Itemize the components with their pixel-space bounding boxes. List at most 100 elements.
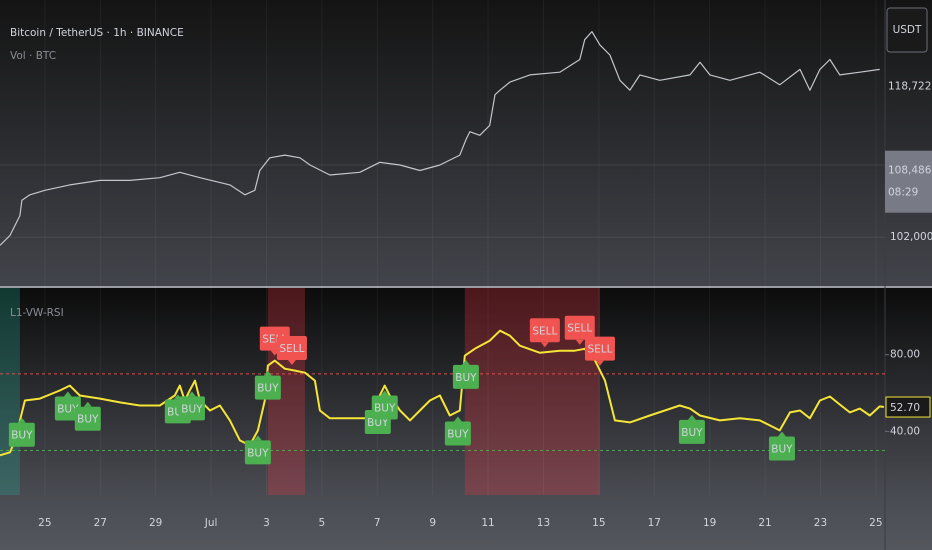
signal-marker: SELL [276, 336, 307, 366]
signal-marker: SELL [584, 336, 615, 366]
signal-label: BUY [247, 447, 269, 459]
signal-box [564, 315, 595, 340]
signal-box [678, 419, 705, 444]
signal-pointer [253, 435, 262, 441]
signal-label: BUY [57, 404, 79, 416]
signal-pointer [595, 360, 604, 366]
signal-label: BUY [11, 430, 33, 442]
signal-pointer [453, 416, 462, 422]
signal-pointer [270, 350, 279, 356]
signal-box [254, 375, 281, 400]
series-line [0, 31, 880, 246]
signal-pointer [17, 417, 26, 423]
x-tick-label: 5 [319, 517, 326, 529]
signal-pointer [63, 391, 72, 397]
signal-marker: BUY [678, 414, 705, 444]
signal-pointer [687, 414, 696, 420]
signal-pointer [263, 370, 272, 376]
signal-marker: BUY [254, 370, 281, 400]
signal-marker: SELL [529, 318, 560, 348]
current-price-label: 108,486.78 [888, 165, 932, 177]
signal-box [244, 440, 271, 465]
symbol-title: Bitcoin / TetherUS · 1h · BINANCE [10, 27, 184, 39]
current-value-box [885, 396, 931, 418]
signal-pointer [287, 360, 296, 366]
y-tick-label: 40.00 [890, 425, 920, 437]
signal-box [444, 421, 471, 446]
x-tick-label: 17 [648, 517, 661, 529]
x-tick-label: 29 [149, 517, 162, 529]
time-axis [0, 495, 932, 550]
y-tick-label: 80.00 [890, 349, 920, 361]
signal-label: BUY [374, 403, 396, 415]
x-tick-label: 27 [94, 517, 107, 529]
x-tick-label: 23 [814, 517, 827, 529]
series-line [0, 329, 885, 457]
currency-label[interactable]: USDT [893, 24, 922, 36]
x-tick-label: 25 [869, 517, 882, 529]
signal-box [452, 364, 479, 389]
signal-marker: BUY [244, 435, 271, 465]
x-tick-label: 13 [537, 517, 550, 529]
x-tick-label: 21 [758, 517, 771, 529]
signal-label: SELL [279, 343, 304, 355]
x-tick-label: 7 [374, 517, 381, 529]
signal-pointer [380, 390, 389, 396]
high-price-label: 118,722.02 [888, 80, 932, 92]
signal-box [276, 336, 307, 361]
x-tick-label: 9 [429, 517, 436, 529]
signal-box [584, 336, 615, 361]
x-tick-label: 19 [703, 517, 716, 529]
currency-button[interactable] [886, 7, 928, 53]
signal-box [74, 406, 101, 431]
price-pane [0, 0, 932, 286]
indicator-title: L1-VW-RSI [10, 307, 64, 319]
signal-label: BUY [455, 372, 477, 384]
current-price-box [885, 150, 932, 213]
signal-marker: SELL [564, 315, 595, 345]
signal-label: BUY [367, 417, 389, 429]
signal-label: BUY [447, 428, 469, 440]
signal-pointer [777, 431, 786, 437]
signal-label: SELL [532, 325, 557, 337]
pane-separator [0, 286, 932, 288]
signal-label: BUY [181, 403, 203, 415]
signal-marker: BUY [371, 390, 398, 420]
signal-marker: BUY [54, 391, 81, 421]
signal-marker: BUY [444, 416, 471, 446]
signal-label: BUY [77, 414, 99, 426]
signal-box [371, 395, 398, 420]
signal-zone [0, 288, 20, 495]
signal-label: SELL [587, 344, 612, 356]
signal-box [768, 436, 795, 461]
signal-pointer [187, 391, 196, 397]
signal-box [8, 422, 35, 447]
signal-marker: BUY [768, 431, 795, 461]
x-tick-label: Jul [204, 517, 218, 529]
signal-marker: BUY [74, 401, 101, 431]
signal-marker: BUY [178, 391, 205, 421]
signal-label: BUY [681, 427, 703, 439]
countdown-label: 08:29 [888, 187, 918, 199]
signal-box [178, 396, 205, 421]
volume-title: Vol · BTC [10, 50, 56, 62]
signal-pointer [461, 359, 470, 365]
current-value-label: 52.70 [890, 402, 920, 414]
y-tick-label: 102,000.00 [890, 231, 932, 243]
x-tick-label: 25 [38, 517, 51, 529]
signal-box [54, 396, 81, 421]
x-tick-label: 11 [481, 517, 494, 529]
signal-marker: BUY [452, 359, 479, 389]
signal-label: BUY [771, 444, 793, 456]
signal-label: SELL [567, 323, 592, 335]
signal-label: BUY [257, 383, 279, 395]
signal-marker: BUY [8, 417, 35, 447]
signal-pointer [83, 401, 92, 407]
signal-box [529, 318, 560, 343]
signal-pointer [540, 342, 549, 348]
signal-pointer [575, 339, 584, 345]
x-tick-label: 15 [592, 517, 605, 529]
x-tick-label: 3 [263, 517, 270, 529]
